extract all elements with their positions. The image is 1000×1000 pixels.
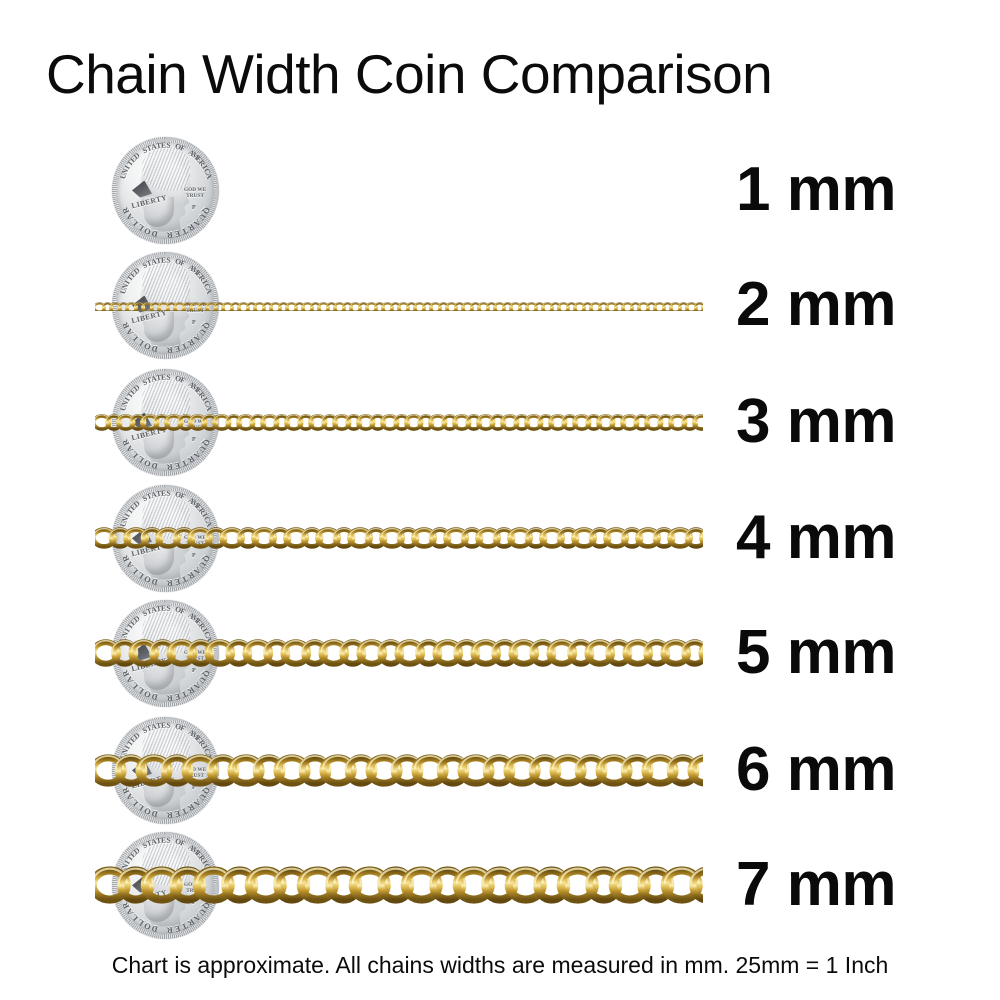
chain-3mm <box>95 413 703 431</box>
coin-motto-text: GOD WE TRUST <box>184 301 207 314</box>
size-label-2mm: 2 mm <box>736 270 896 339</box>
washington-hair <box>142 146 190 191</box>
coin-mintmark: P <box>192 784 196 791</box>
size-label-7mm: 7 mm <box>736 850 896 919</box>
coin-mintmark: P <box>192 436 196 443</box>
chart-footnote: Chart is approximate. All chains widths … <box>111 952 889 978</box>
coin-mintmark: P <box>192 552 196 559</box>
chain-7mm <box>95 866 703 904</box>
washington-jaw <box>144 311 174 342</box>
chain-graphic <box>95 753 703 787</box>
chain-2mm <box>95 300 703 311</box>
chain-graphic <box>95 866 703 904</box>
washington-hair <box>142 261 190 306</box>
chain-graphic <box>95 301 703 311</box>
chain-graphic <box>95 639 703 667</box>
size-label-5mm: 5 mm <box>736 618 896 687</box>
chain-graphic <box>95 527 703 549</box>
size-label-3mm: 3 mm <box>736 387 896 456</box>
page-title: Chain Width Coin Comparison <box>46 43 773 105</box>
coin-mintmark: P <box>192 667 196 674</box>
size-label-1mm: 1 mm <box>736 155 896 224</box>
chain-graphic <box>95 413 703 431</box>
coin-motto-text: GOD WE TRUST <box>184 186 207 199</box>
chain-6mm <box>95 753 703 787</box>
chain-5mm <box>95 639 703 667</box>
chain-1mm <box>95 187 703 193</box>
size-label-4mm: 4 mm <box>736 503 896 572</box>
coin-mintmark: P <box>192 204 196 211</box>
washington-jaw <box>144 196 174 227</box>
chain-4mm <box>95 527 703 549</box>
coin-motto-text: GOD WE TRUST <box>184 766 207 779</box>
washington-jaw <box>144 544 174 575</box>
size-label-6mm: 6 mm <box>736 735 896 804</box>
coin-mintmark: P <box>192 319 196 326</box>
washington-jaw <box>144 428 174 459</box>
